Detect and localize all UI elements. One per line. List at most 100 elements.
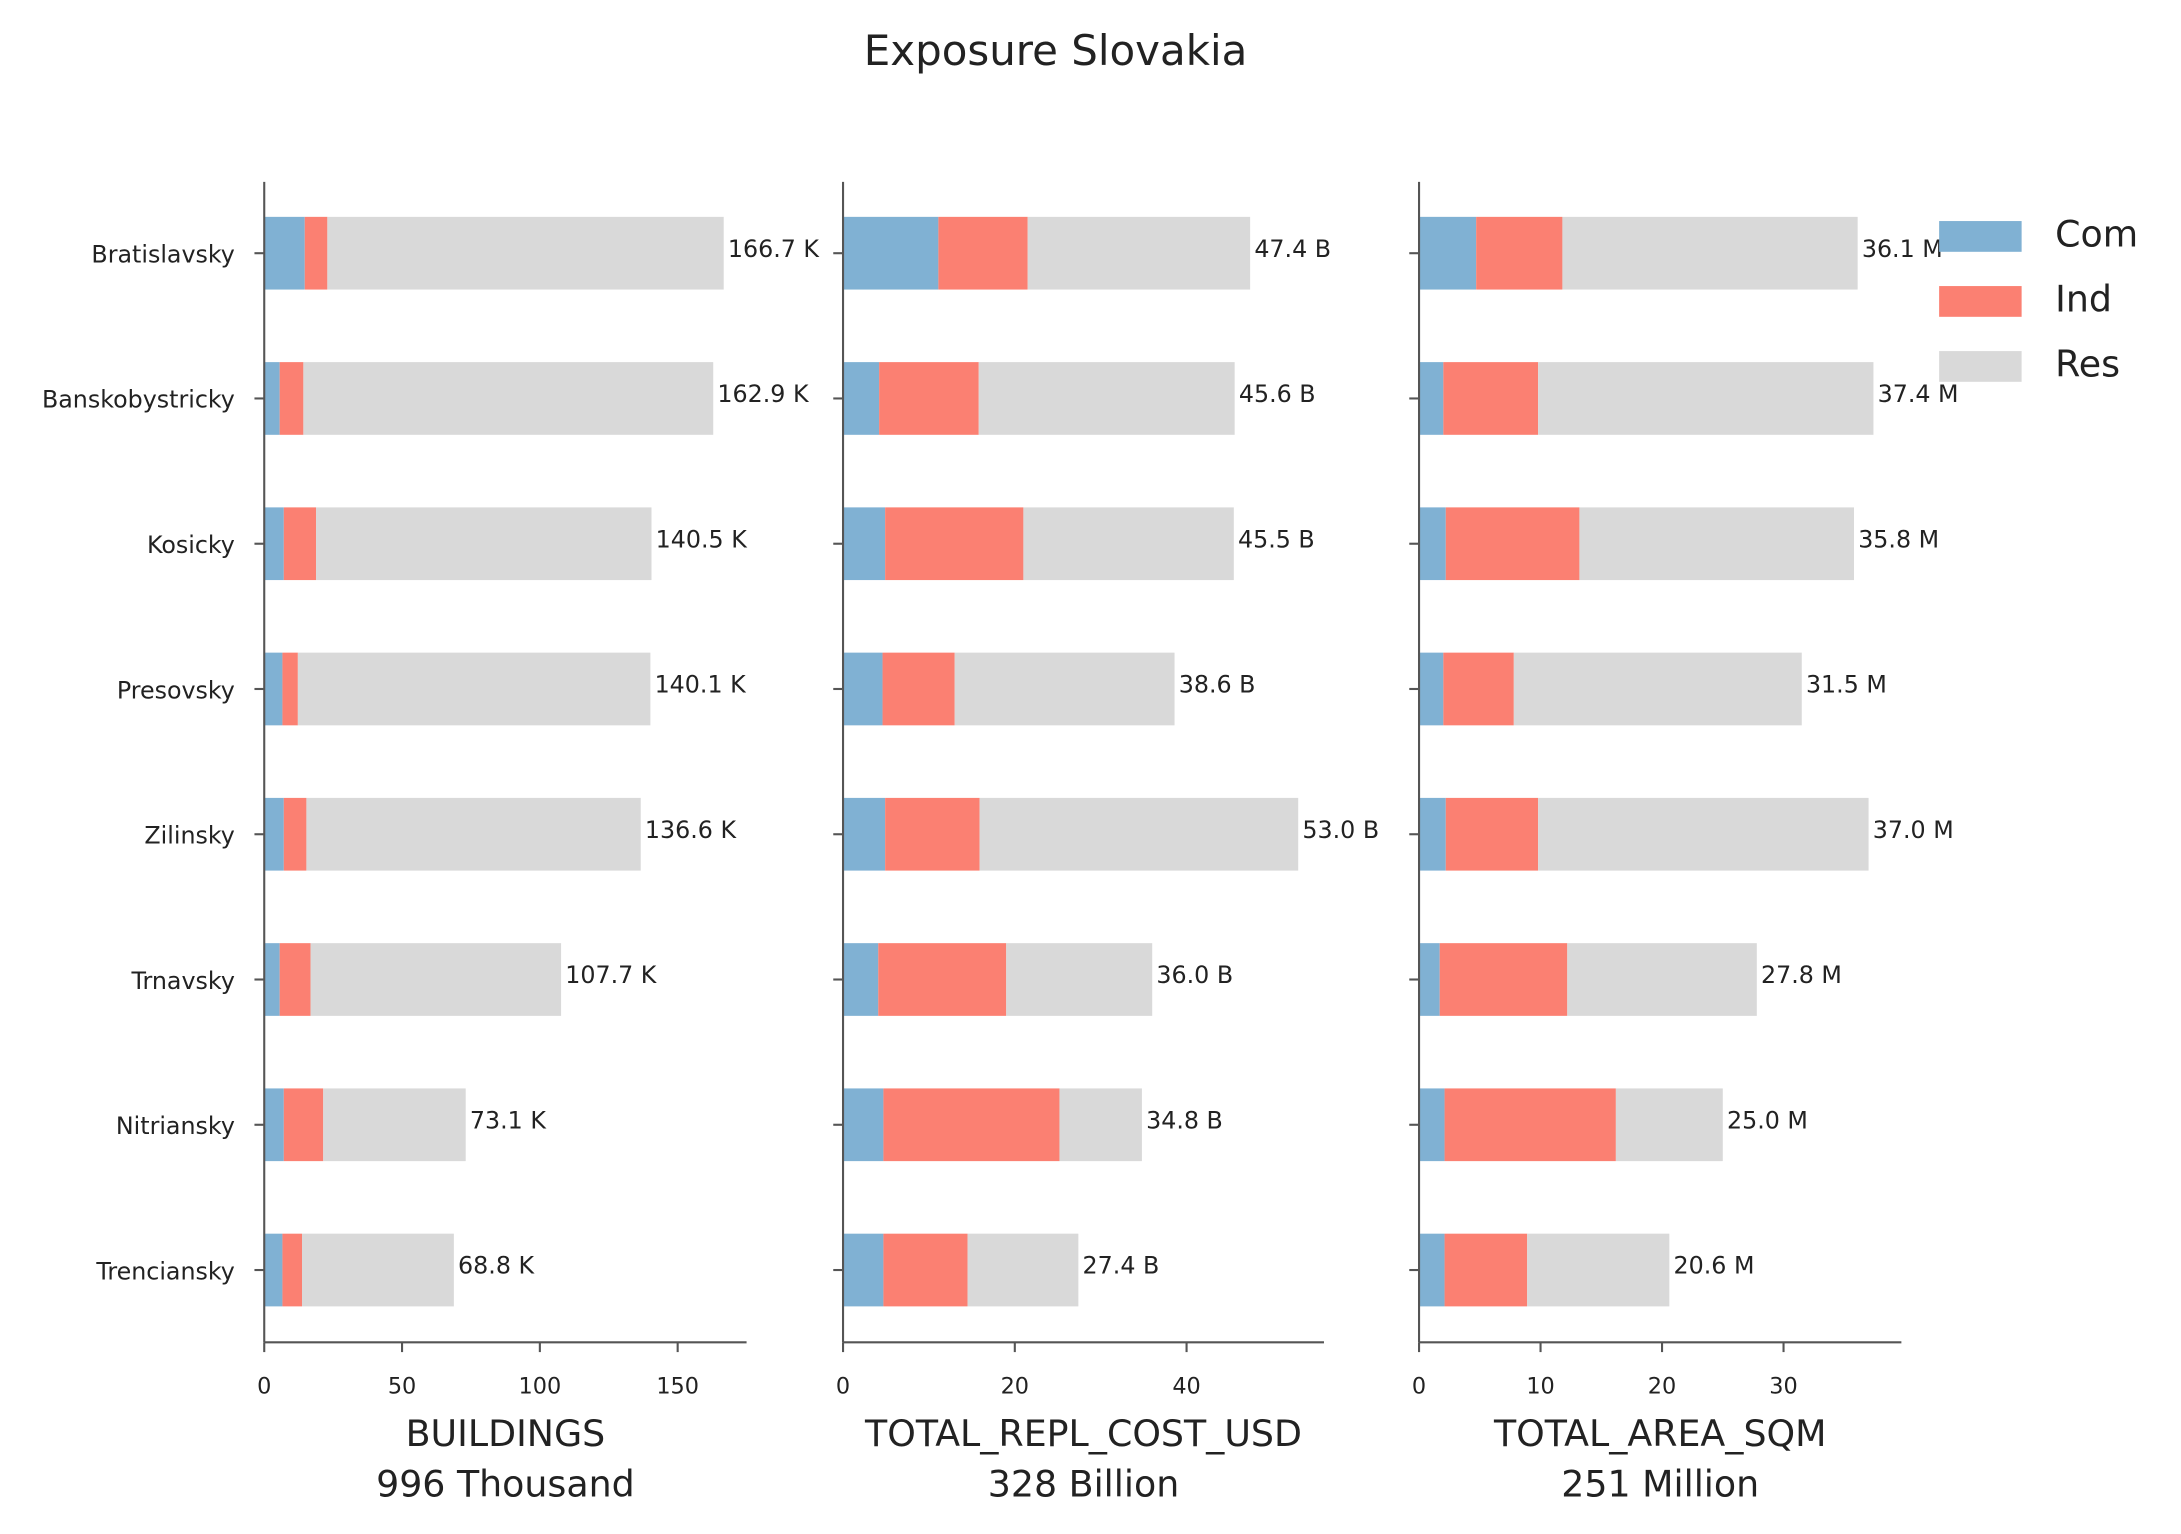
value-label: 20.6 M	[1674, 1252, 1755, 1280]
value-label: 34.8 B	[1146, 1106, 1223, 1134]
bar-segment	[954, 652, 1175, 726]
bar-segment	[283, 797, 307, 871]
x-tick-label: 0	[257, 1374, 271, 1400]
bar-segment	[1443, 362, 1539, 435]
bar-segment	[1006, 943, 1153, 1016]
bar-segment	[843, 1088, 884, 1162]
legend-swatch	[1939, 286, 2022, 317]
bar-segment	[264, 797, 284, 871]
bar-segment	[1439, 943, 1568, 1016]
bar-segment	[883, 1088, 1060, 1162]
bar-segment	[1419, 797, 1446, 871]
bar-segment	[879, 362, 979, 435]
value-label: 45.6 B	[1239, 380, 1316, 408]
bar-segment	[279, 943, 311, 1016]
x-axis-label: 328 Billion	[988, 1462, 1179, 1505]
bar-segment	[1445, 507, 1580, 581]
bar-segment	[279, 362, 304, 435]
bar-segment	[1419, 652, 1444, 726]
legend-swatch	[1939, 221, 2022, 252]
bar-segment	[264, 943, 280, 1016]
bar-segment	[1567, 943, 1757, 1016]
value-label: 35.8 M	[1858, 525, 1939, 553]
value-label: 25.0 M	[1727, 1106, 1808, 1134]
bar-segment	[1579, 507, 1855, 581]
bar-segment	[978, 362, 1235, 435]
y-tick-label: Presovsky	[117, 676, 235, 704]
y-tick-label: Nitriansky	[116, 1112, 235, 1140]
value-label: 38.6 B	[1179, 671, 1256, 699]
x-tick-label: 0	[836, 1374, 850, 1400]
bar-segment	[885, 797, 980, 871]
x-tick-label: 50	[388, 1374, 416, 1400]
value-label: 162.9 K	[717, 380, 810, 408]
x-tick-label: 30	[1769, 1374, 1797, 1400]
bar-segment	[297, 652, 651, 726]
legend-label: Ind	[2055, 277, 2112, 320]
value-label: 36.1 M	[1862, 235, 1943, 263]
x-axis-label: 996 Thousand	[376, 1462, 635, 1505]
bar-segment	[1538, 362, 1874, 435]
y-tick-label: Kosicky	[147, 531, 235, 559]
bar-segment	[1419, 507, 1446, 581]
bar-segment	[878, 943, 1007, 1016]
bar-segment	[327, 216, 724, 290]
value-label: 47.4 B	[1254, 235, 1331, 263]
bar-segment	[1538, 797, 1869, 871]
bar-segment	[264, 362, 280, 435]
value-label: 140.1 K	[655, 671, 748, 699]
bar-segment	[283, 1088, 324, 1162]
value-label: 27.8 M	[1761, 961, 1842, 989]
x-tick-label: 40	[1172, 1374, 1200, 1400]
value-label: 166.7 K	[728, 235, 821, 263]
bar-segment	[1419, 216, 1477, 290]
bar-segment	[1419, 362, 1444, 435]
bar-segment	[310, 943, 562, 1016]
x-tick-label: 20	[1648, 1374, 1676, 1400]
x-axis-label: TOTAL_AREA_SQM	[1493, 1412, 1826, 1455]
value-label: 107.7 K	[565, 961, 658, 989]
value-label: 27.4 B	[1083, 1252, 1160, 1280]
bar-segment	[301, 1233, 454, 1307]
legend-label: Com	[2055, 212, 2138, 255]
bar-segment	[1443, 652, 1514, 726]
bar-segment	[979, 797, 1299, 871]
y-tick-label: Bratislavsky	[91, 241, 234, 269]
bar-segment	[316, 507, 652, 581]
value-label: 140.5 K	[656, 525, 749, 553]
bar-segment	[283, 507, 317, 581]
bar-segment	[1513, 652, 1802, 726]
bar-segment	[264, 1233, 283, 1307]
bar-segment	[843, 507, 886, 581]
bar-segment	[306, 797, 641, 871]
bar-segment	[1445, 797, 1539, 871]
legend-label: Res	[2055, 342, 2120, 385]
value-label: 68.8 K	[458, 1252, 535, 1280]
bar-segment	[1419, 943, 1440, 1016]
legend-swatch	[1939, 351, 2022, 382]
bar-segment	[843, 362, 880, 435]
bar-segment	[1527, 1233, 1670, 1307]
bar-segment	[303, 362, 714, 435]
bar-segment	[1562, 216, 1858, 290]
bar-segment	[1023, 507, 1234, 581]
chart-title: Exposure Slovakia	[864, 26, 1248, 75]
bar-segment	[282, 652, 298, 726]
value-label: 53.0 B	[1302, 816, 1379, 844]
bar-segment	[282, 1233, 302, 1307]
bar-segment	[264, 1088, 284, 1162]
bar-segment	[1476, 216, 1563, 290]
bar-segment	[967, 1233, 1079, 1307]
x-tick-label: 150	[656, 1374, 699, 1400]
x-axis-label: TOTAL_REPL_COST_USD	[864, 1412, 1302, 1455]
bar-segment	[843, 1233, 884, 1307]
bar-segment	[264, 507, 284, 581]
bar-segment	[883, 1233, 968, 1307]
value-label: 136.6 K	[645, 816, 738, 844]
x-axis-label: 251 Million	[1561, 1462, 1759, 1505]
y-tick-label: Banskobystricky	[42, 386, 235, 414]
value-label: 37.0 M	[1873, 816, 1954, 844]
x-tick-label: 0	[1412, 1374, 1426, 1400]
value-label: 45.5 B	[1238, 525, 1315, 553]
